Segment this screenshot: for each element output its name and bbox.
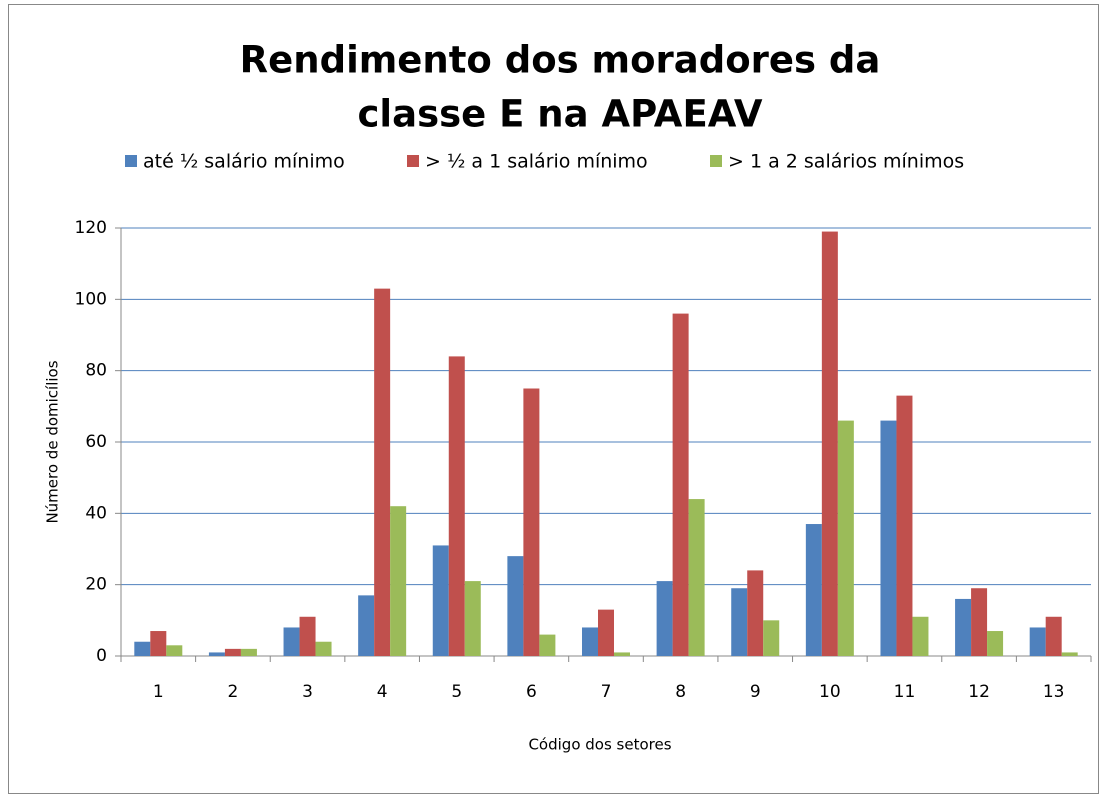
bar bbox=[688, 499, 705, 656]
x-tick-label: 3 bbox=[302, 682, 313, 702]
bar bbox=[1045, 616, 1062, 656]
bar bbox=[374, 288, 391, 656]
bar bbox=[837, 420, 854, 656]
bar bbox=[763, 620, 780, 656]
bar bbox=[971, 588, 988, 656]
legend-swatch bbox=[710, 155, 722, 167]
x-tick-label: 9 bbox=[750, 682, 761, 702]
x-tick-label: 13 bbox=[1043, 682, 1065, 702]
bar bbox=[987, 631, 1004, 656]
x-tick-label: 6 bbox=[526, 682, 537, 702]
bar bbox=[150, 631, 167, 656]
legend-swatch bbox=[125, 155, 137, 167]
bar bbox=[523, 388, 540, 656]
bar bbox=[299, 616, 316, 656]
x-tick-label: 1 bbox=[153, 682, 164, 702]
bar bbox=[672, 313, 689, 656]
legend-label: > 1 a 2 salários mínimos bbox=[728, 151, 964, 173]
y-tick-label: 80 bbox=[85, 361, 107, 381]
x-tick-label: 7 bbox=[601, 682, 612, 702]
bar bbox=[1061, 652, 1078, 656]
y-tick-label: 0 bbox=[96, 646, 107, 666]
y-tick-label: 120 bbox=[75, 218, 107, 238]
bar bbox=[283, 627, 300, 656]
bar bbox=[358, 595, 375, 656]
bar bbox=[390, 506, 407, 656]
bar bbox=[464, 581, 481, 656]
bar bbox=[224, 648, 241, 656]
bar bbox=[805, 524, 822, 656]
bar bbox=[507, 556, 524, 656]
x-tick-label: 10 bbox=[819, 682, 841, 702]
legend-label: até ½ salário mínimo bbox=[143, 151, 345, 173]
x-tick-label: 12 bbox=[968, 682, 990, 702]
chart-title: Rendimento dos moradores da bbox=[240, 39, 881, 82]
y-axis-label: Número de domicílios bbox=[44, 360, 62, 523]
x-tick-label: 5 bbox=[451, 682, 462, 702]
y-tick-label: 40 bbox=[85, 503, 107, 523]
bar bbox=[582, 627, 598, 656]
x-axis-label: Código dos setores bbox=[528, 736, 671, 754]
bar bbox=[1029, 627, 1046, 656]
bar bbox=[955, 598, 972, 656]
bar bbox=[208, 652, 225, 656]
x-tick-label: 4 bbox=[377, 682, 388, 702]
bar bbox=[598, 609, 614, 656]
bar bbox=[448, 356, 465, 656]
legend-label: > ½ a 1 salário mínimo bbox=[425, 151, 648, 173]
bar bbox=[880, 420, 897, 656]
bar bbox=[896, 395, 913, 656]
bar bbox=[315, 641, 332, 656]
x-tick-label: 2 bbox=[228, 682, 239, 702]
bar bbox=[240, 648, 257, 656]
legend-swatch bbox=[407, 155, 419, 167]
bar bbox=[134, 641, 151, 656]
bar bbox=[656, 581, 673, 656]
x-tick-label: 8 bbox=[675, 682, 686, 702]
y-tick-label: 20 bbox=[85, 575, 107, 595]
x-tick-label: 11 bbox=[894, 682, 916, 702]
bar bbox=[912, 616, 929, 656]
chart-title: classe E na APAEAV bbox=[358, 93, 763, 136]
bar bbox=[731, 588, 748, 656]
bar bbox=[614, 652, 630, 656]
bar bbox=[821, 231, 838, 657]
bar bbox=[539, 634, 556, 656]
y-tick-label: 60 bbox=[85, 432, 107, 452]
bar bbox=[747, 570, 764, 656]
y-tick-label: 100 bbox=[75, 289, 107, 309]
bar bbox=[432, 545, 449, 656]
chart-frame bbox=[8, 4, 1099, 794]
bar bbox=[166, 645, 183, 656]
